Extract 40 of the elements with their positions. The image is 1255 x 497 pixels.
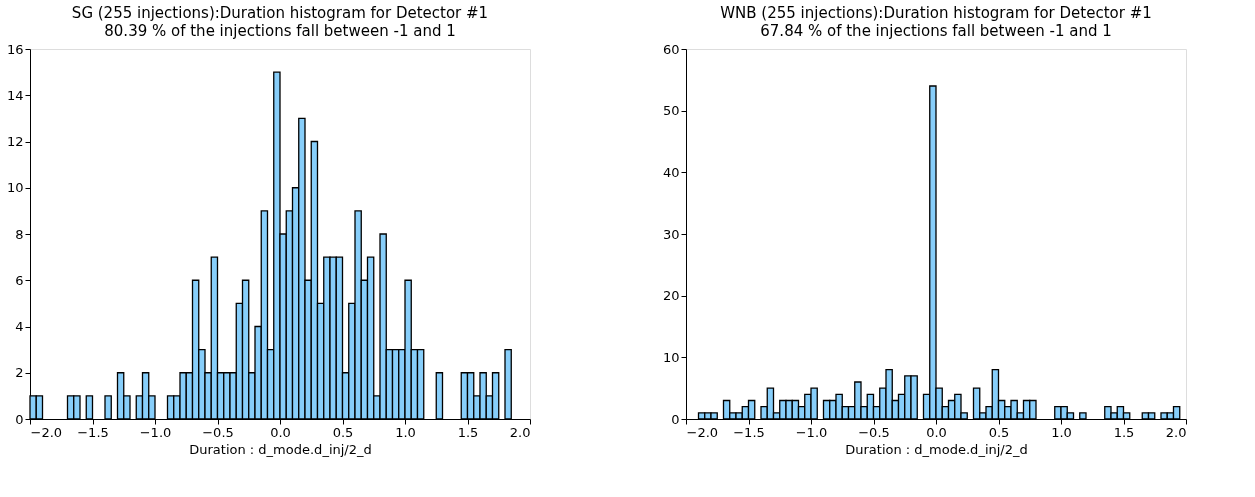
y-tick-label: 60	[662, 41, 680, 57]
x-tick-label: −2.0	[30, 424, 63, 440]
y-tick-label: 40	[662, 164, 680, 180]
y-tick-label: 8	[15, 226, 24, 242]
x-tick-label: 0.0	[926, 424, 947, 440]
y-tick-label: 14	[6, 87, 24, 103]
x-tick-label: −0.5	[202, 424, 234, 440]
y-tick-label: 6	[15, 272, 24, 288]
x-tick-label: 0.0	[270, 424, 291, 440]
x-tick-label: −0.5	[858, 424, 890, 440]
x-tick-label: 1.5	[457, 424, 479, 440]
x-tick-label: −1.0	[139, 424, 172, 440]
y-tick-label: 10	[662, 349, 680, 365]
y-tick-label: 0	[671, 411, 680, 427]
x-tick-label: −1.5	[733, 424, 765, 440]
chart-subtitle: 67.84 % of the injections fall between -1 and 1	[760, 22, 1112, 40]
y-tick-label: 50	[662, 103, 680, 119]
y-tick-label: 16	[6, 41, 24, 57]
y-tick-label: 30	[662, 226, 680, 242]
x-tick-label: 1.0	[395, 424, 416, 440]
y-tick-label: 20	[662, 288, 680, 304]
x-axis-title: Duration : d_mode.d_inj/2_d	[845, 441, 1028, 457]
chart-title: WNB (255 injections):Duration histogram for Detector #1	[720, 4, 1152, 22]
y-tick-label: 4	[15, 319, 24, 334]
y-tick-label: 2	[15, 365, 24, 381]
y-tick-label: 10	[6, 180, 24, 196]
x-tick-label: 0.5	[988, 424, 1010, 440]
x-tick-label: 2.0	[1165, 424, 1187, 440]
chart-subtitle: 80.39 % of the injections fall between -1 and 1	[104, 22, 456, 40]
chart-title: SG (255 injections):Duration histogram for Detector #1	[71, 4, 489, 22]
x-tick-label: 1.5	[1113, 424, 1135, 440]
x-tick-label: −1.5	[77, 424, 109, 440]
x-tick-label: 1.0	[1051, 424, 1072, 440]
x-tick-label: 0.5	[332, 424, 354, 440]
x-axis-title: Duration : d_mode.d_inj/2_d	[189, 441, 372, 457]
x-tick-label: 2.0	[509, 424, 531, 440]
x-tick-label: −1.0	[795, 424, 828, 440]
x-tick-label: −2.0	[686, 424, 719, 440]
y-tick-label: 12	[6, 134, 24, 149]
y-tick-label: 0	[15, 411, 24, 427]
